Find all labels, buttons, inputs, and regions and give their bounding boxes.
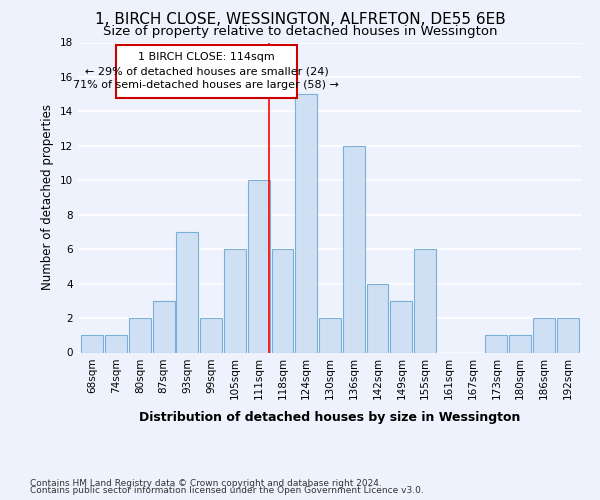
- Bar: [319, 318, 341, 352]
- Bar: [295, 94, 317, 352]
- Bar: [82, 336, 103, 352]
- FancyBboxPatch shape: [116, 45, 297, 98]
- X-axis label: Distribution of detached houses by size in Wessington: Distribution of detached houses by size …: [139, 410, 521, 424]
- Bar: [343, 146, 365, 352]
- Bar: [272, 249, 293, 352]
- Bar: [533, 318, 555, 352]
- Text: Contains HM Land Registry data © Crown copyright and database right 2024.: Contains HM Land Registry data © Crown c…: [30, 478, 382, 488]
- Bar: [367, 284, 388, 352]
- Bar: [224, 249, 246, 352]
- Bar: [129, 318, 151, 352]
- Text: 1, BIRCH CLOSE, WESSINGTON, ALFRETON, DE55 6EB: 1, BIRCH CLOSE, WESSINGTON, ALFRETON, DE…: [95, 12, 505, 28]
- Bar: [509, 336, 531, 352]
- Bar: [557, 318, 578, 352]
- Bar: [248, 180, 269, 352]
- Text: Contains public sector information licensed under the Open Government Licence v3: Contains public sector information licen…: [30, 486, 424, 495]
- Bar: [152, 301, 175, 352]
- Bar: [391, 301, 412, 352]
- Text: 1 BIRCH CLOSE: 114sqm
← 29% of detached houses are smaller (24)
71% of semi-deta: 1 BIRCH CLOSE: 114sqm ← 29% of detached …: [73, 52, 340, 90]
- Bar: [176, 232, 198, 352]
- Bar: [200, 318, 222, 352]
- Y-axis label: Number of detached properties: Number of detached properties: [41, 104, 55, 290]
- Bar: [414, 249, 436, 352]
- Bar: [105, 336, 127, 352]
- Bar: [485, 336, 508, 352]
- Text: Size of property relative to detached houses in Wessington: Size of property relative to detached ho…: [103, 25, 497, 38]
